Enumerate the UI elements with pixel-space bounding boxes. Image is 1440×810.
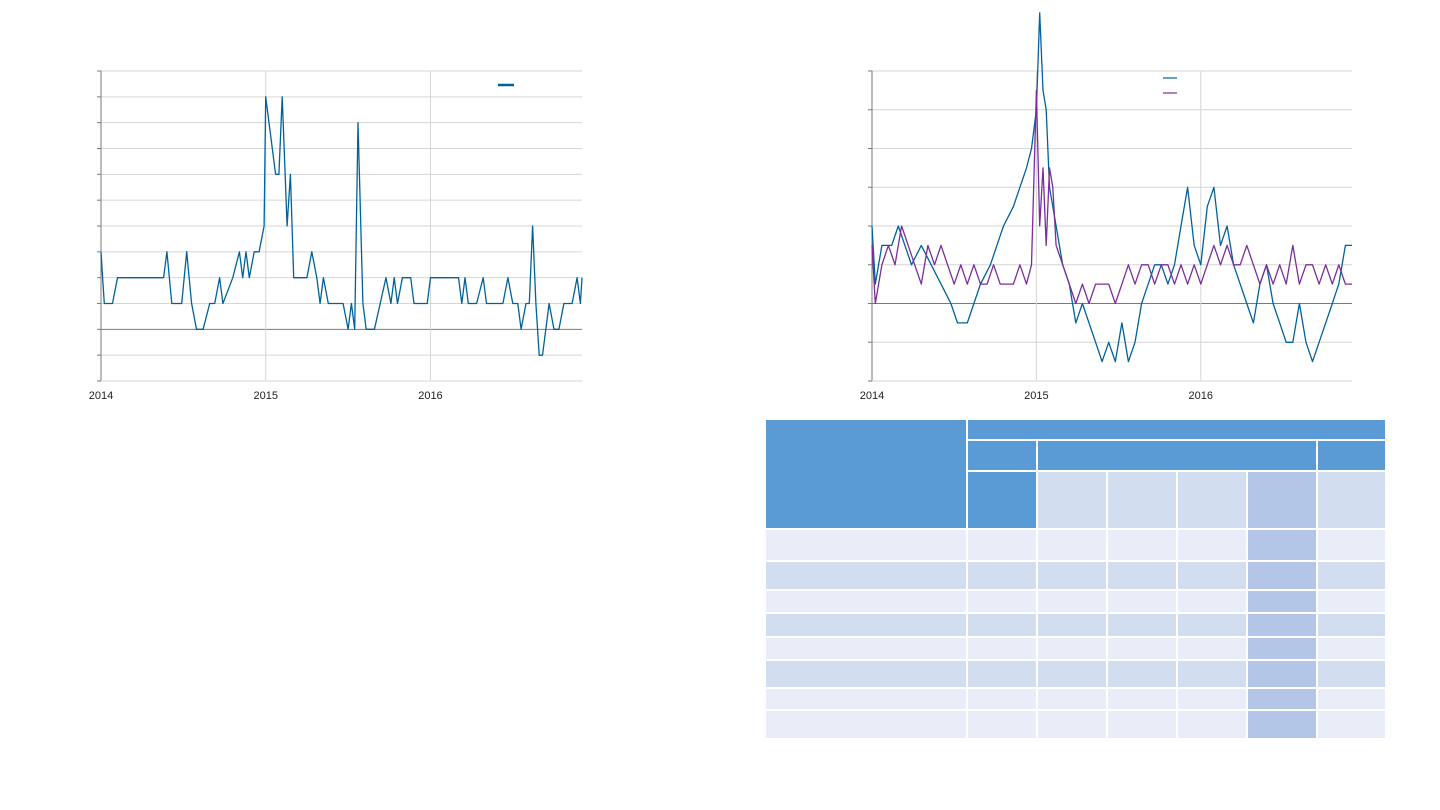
right-series-2-line [871,89,1352,305]
left-tick-labels: 2014 2015 2016 [89,390,443,402]
right-x-tick-label: 2015 [1024,390,1048,402]
table-header-col-3 [1106,470,1178,530]
right-series-1-line [871,12,1352,363]
left-x-tick-label: 2015 [253,390,277,402]
right-x-tick-label: 2014 [860,390,884,402]
table-row [764,659,1388,689]
right-line-chart: 2014 2015 2016 [860,12,1352,402]
table-header-group-3 [1315,439,1388,472]
table-row [764,589,1388,614]
right-grid [871,70,1352,382]
data-table [764,418,1388,740]
left-line-chart: 2014 2015 2016 [89,70,583,402]
right-legend [1163,77,1177,94]
table-header-col-2 [1036,470,1108,530]
table-header-col-6 [1315,470,1388,530]
table-header-group-1 [966,439,1038,472]
left-series [100,96,583,356]
table-header-col-4 [1176,470,1248,530]
right-tick-labels: 2014 2015 2016 [860,390,1213,402]
table-header-col-1 [966,470,1038,530]
table-row [764,636,1388,661]
table-header-top [965,418,1388,441]
left-x-tick-label: 2016 [418,390,442,402]
table-row [764,709,1388,740]
table-header-corner [764,418,968,530]
table-header-col-5 [1246,470,1318,530]
left-x-tick-label: 2014 [89,390,113,402]
table-row [764,612,1388,638]
table-row [764,560,1388,591]
left-axes [97,70,582,382]
right-x-tick-label: 2016 [1189,390,1213,402]
table-header-group-2 [1036,439,1318,472]
left-series-1-line [100,96,583,356]
right-series [871,12,1352,363]
table-row [764,687,1388,711]
table-row [764,528,1388,562]
